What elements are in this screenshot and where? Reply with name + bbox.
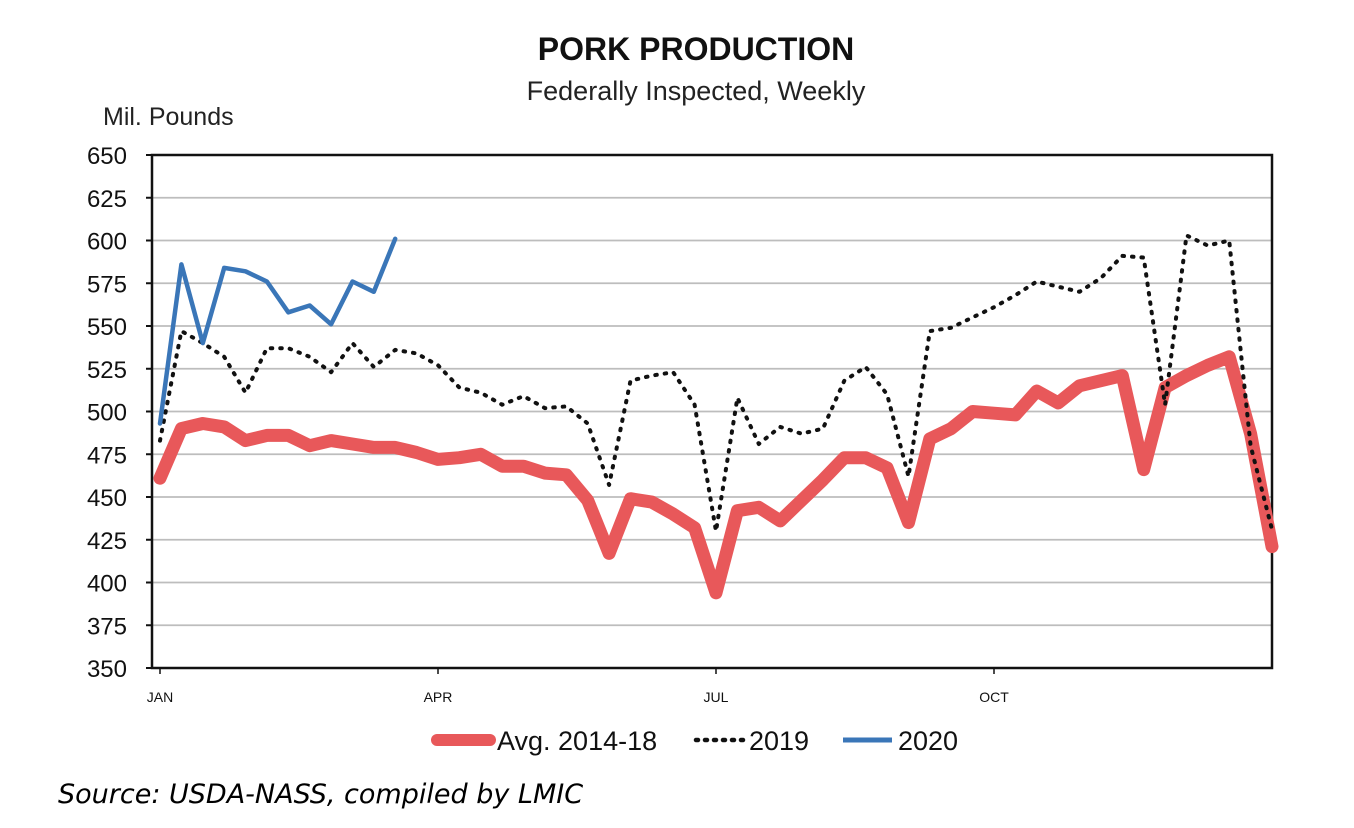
data-point-2019-16 <box>480 392 482 394</box>
data-point-2019-35 <box>886 394 888 396</box>
series-line-2019 <box>158 233 1274 534</box>
xtick-label-apr: APR <box>424 689 453 705</box>
data-point-2019-18 <box>523 395 525 397</box>
xtick-label-jan: JAN <box>147 689 173 705</box>
xtick-label-jul: JUL <box>704 689 729 705</box>
ytick-label-425: 425 <box>87 528 127 555</box>
ytick-label-625: 625 <box>87 186 127 213</box>
source-note: Source: USDA-NASS, compiled by LMIC <box>58 779 583 810</box>
ytick-label-475: 475 <box>87 442 127 469</box>
data-point-2019-27 <box>715 530 717 532</box>
legend-label-avg: Avg. 2014-18 <box>497 726 657 756</box>
chart-subtitle: Federally Inspected, Weekly <box>527 76 866 106</box>
legend: Avg. 2014-18 2019 2020 <box>431 726 958 756</box>
series-lines <box>153 233 1279 600</box>
ytick-label-550: 550 <box>87 314 127 341</box>
series-points-2020 <box>159 238 396 424</box>
data-point-2019-39 <box>972 317 974 319</box>
x-axis-ticks: JAN APR JUL OCT <box>147 668 1009 705</box>
series-points-avg-2014-18 <box>159 356 1273 594</box>
data-point-2019-24 <box>651 375 653 377</box>
y-axis-ticks: 650 625 600 575 550 525 500 475 450 425 400 375 350 <box>87 143 152 683</box>
ytick-label-525: 525 <box>87 357 127 384</box>
chart-title: PORK PRODUCTION <box>538 31 854 67</box>
legend-label-2020: 2020 <box>898 726 958 756</box>
ytick-label-375: 375 <box>87 613 127 640</box>
ytick-label-600: 600 <box>87 229 127 256</box>
ytick-label-500: 500 <box>87 400 127 427</box>
ytick-label-575: 575 <box>87 271 127 298</box>
data-point-2019-32 <box>822 428 824 430</box>
ytick-label-350: 350 <box>87 656 127 683</box>
series-line-2020 <box>157 236 398 426</box>
ytick-label-650: 650 <box>87 143 127 170</box>
ytick-label-450: 450 <box>87 485 127 512</box>
series-line-avg-2014-18 <box>153 350 1279 600</box>
xtick-label-oct: OCT <box>979 689 1009 705</box>
ytick-label-400: 400 <box>87 571 127 598</box>
legend-label-2019: 2019 <box>749 726 809 756</box>
data-point-2019-6 <box>266 347 268 349</box>
y-axis-label: Mil. Pounds <box>103 103 234 131</box>
